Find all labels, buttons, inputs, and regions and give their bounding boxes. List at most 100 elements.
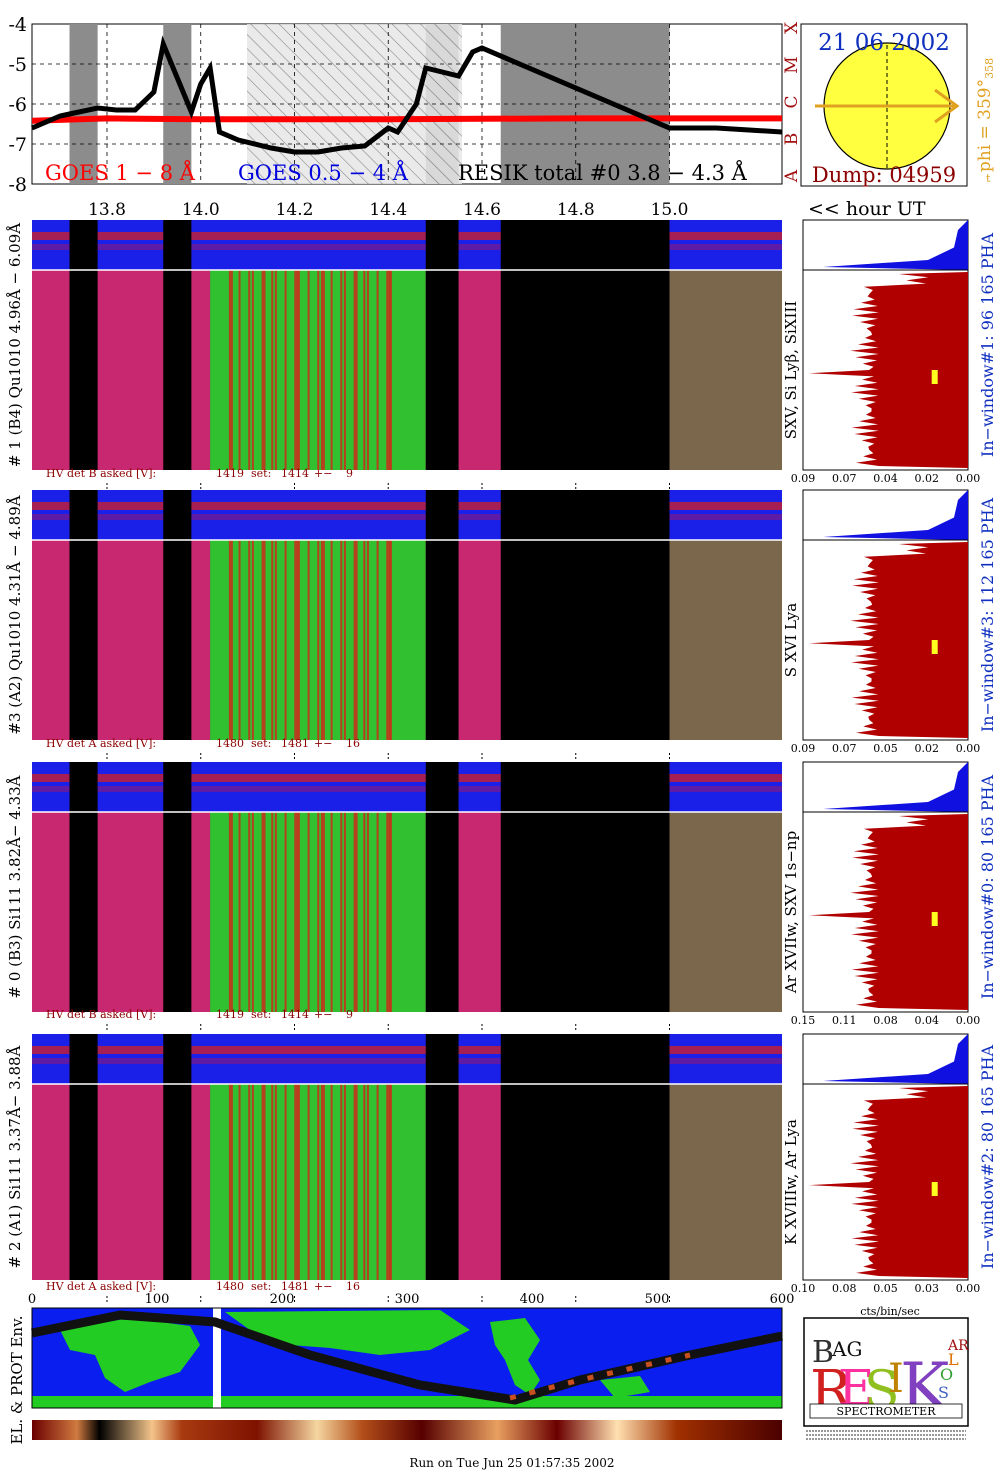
- pha-red-band: [32, 232, 782, 240]
- detector-gap: [163, 762, 192, 1012]
- in-window-label: In−window#2: 80 165 PHA: [978, 1044, 997, 1269]
- orbit-tick-label: 300: [395, 1292, 420, 1307]
- logo-letter-l: L: [948, 1350, 959, 1369]
- sun-panel: 21 06 2002 Dump: 04959 phi = 359°358 t: [800, 23, 996, 187]
- spectrum-stripe: [376, 1084, 379, 1280]
- spectrum-stripe: [317, 540, 320, 740]
- spectrum-stripe: [320, 1084, 325, 1280]
- logo-letter-o: O: [940, 1365, 953, 1384]
- spectrum-stripe: [366, 1084, 369, 1280]
- detector-label: # 0 (B3) Si111 3.82Å− 4.33Å: [6, 775, 24, 998]
- line-label: S XVI Lya: [782, 603, 800, 677]
- spectrum-histogram: [809, 542, 968, 738]
- spectrum-stripe: [271, 1084, 274, 1280]
- hour-tick-label: 13.8: [88, 200, 126, 220]
- hour-tick-label: 14.2: [276, 200, 314, 220]
- spectrum-stripe: [389, 812, 392, 1012]
- orbit-ylabel: EL. & PROT Env.: [8, 1315, 26, 1444]
- spectrum-stripe: [294, 1084, 299, 1280]
- hv-field: 1480: [216, 737, 244, 750]
- detector-gap: [425, 220, 459, 470]
- orbit-tick-label: 500: [645, 1292, 670, 1307]
- hv-field: +−: [314, 737, 332, 750]
- orbit-tick-label: 100: [145, 1292, 170, 1307]
- spectrum-stripe: [297, 1084, 300, 1280]
- dump-number: Dump: 04959: [812, 163, 956, 187]
- hv-field: +−: [314, 1008, 332, 1021]
- y-tick-labels: -4 -5 -6 -7 -8: [8, 14, 27, 196]
- goes-class-letters: X M C B A: [782, 21, 802, 183]
- spectrum-late-region: [669, 812, 782, 1012]
- spectrum-stripe: [248, 540, 251, 740]
- hour-tick-label: 14.0: [182, 200, 220, 220]
- phi-label: phi = 359°358: [975, 58, 996, 172]
- spectrum-stripe: [343, 540, 346, 740]
- window-marker: [931, 1182, 938, 1196]
- spectrum-stripe: [363, 1084, 366, 1280]
- continent-africa-europe: [60, 1318, 200, 1392]
- spectrum-stripe: [307, 270, 310, 470]
- in-window-label: In−window#1: 96 165 PHA: [978, 232, 997, 457]
- hv-field: HV det B asked [V]:: [46, 467, 156, 480]
- detector-gap: [500, 762, 670, 1012]
- hv-field: 1481: [281, 1280, 309, 1293]
- line-label: Ar XVIIw, SXV 1s−np: [782, 831, 800, 994]
- pha-histogram: [823, 220, 968, 270]
- spectrum-stripe: [297, 540, 300, 740]
- sun-date: 21 06 2002: [818, 30, 950, 56]
- lightcurve-panel: -4 -5 -6 -7 -8 X M C B A GOES 1 − 8 Å GOES 0.5 −…: [8, 14, 802, 196]
- spectrum-tick-label: 0.09: [791, 742, 816, 755]
- in-window-label: In−window#3: 112 165 PHA: [978, 497, 997, 732]
- spectrum-stripe: [251, 1084, 254, 1280]
- spectrum-stripe: [284, 270, 287, 470]
- hv-field: set:: [251, 737, 271, 750]
- logo-caption: SPECTROMETER: [837, 1405, 937, 1418]
- orbit-tick-label: 200: [270, 1292, 295, 1307]
- spectrum-stripe: [307, 1084, 310, 1280]
- spectrum-stripe: [261, 812, 266, 1012]
- spectrum-stripe: [274, 270, 277, 470]
- spectrum-xlabel: cts/bin/sec: [860, 1305, 920, 1318]
- spectrum-tick-label: 0.09: [791, 472, 816, 485]
- series-goes-long: [31, 115, 782, 124]
- spectrum-stripe: [340, 812, 343, 1012]
- spectrum-stripe: [294, 270, 299, 470]
- hv-field: 9: [346, 467, 353, 480]
- grid-lines: [32, 24, 782, 184]
- spectrum-stripe: [248, 812, 251, 1012]
- spectrum-stripe: [376, 540, 379, 740]
- spectrum-stripe: [330, 540, 333, 740]
- spectrum-stripe: [389, 1084, 392, 1280]
- y-tick-label: -4: [8, 14, 27, 36]
- spectrum-tick-label: 0.07: [832, 742, 857, 755]
- orbit-gap: [213, 1308, 221, 1408]
- line-label: SXV, Si Lyβ, SiXIII: [782, 301, 800, 440]
- detector-label: # 1 (B4) Qu1010 4.96Å − 6.09Å: [6, 223, 24, 467]
- spectrum-stripe: [307, 540, 310, 740]
- spectrum-stripe: [238, 812, 241, 1012]
- detector-gap: [69, 490, 98, 740]
- orbit-tick-label: 0: [28, 1292, 36, 1307]
- antarctic-strip: [32, 1396, 782, 1408]
- spectrum-stripe: [317, 270, 320, 470]
- spectrum-stripe: [363, 812, 366, 1012]
- detector-gap: [69, 762, 98, 1012]
- spectrum-late-region: [669, 540, 782, 740]
- detector-row-d2: HV det A asked [V]: 1480 set: 1481 +− 16 # 2 (…: [6, 1033, 997, 1304]
- satellite-track: [31, 1310, 783, 1405]
- class-letter: A: [782, 169, 802, 183]
- satellite-track-highlights: [509, 1352, 691, 1401]
- spectrum-histogram: [809, 1086, 968, 1278]
- hv-field: set:: [251, 467, 271, 480]
- pha-red-band: [32, 774, 782, 782]
- continent-australia: [600, 1376, 650, 1398]
- spectrum-stripe: [238, 270, 241, 470]
- pha-purple-band: [32, 514, 782, 520]
- spectrum-stripe: [284, 812, 287, 1012]
- hv-field: 16: [346, 1280, 360, 1293]
- spectrum-stripe: [389, 540, 392, 740]
- spectrum-stripe: [366, 812, 369, 1012]
- spectrum-stripe: [251, 270, 254, 470]
- spectrum-tick-label: 0.02: [915, 742, 940, 755]
- detector-gap: [500, 490, 670, 740]
